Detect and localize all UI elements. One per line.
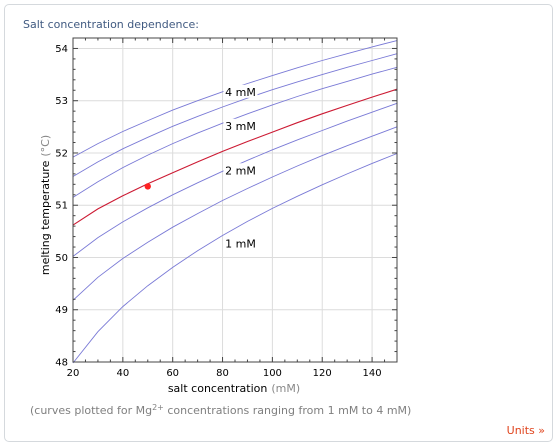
pod-title: Salt concentration dependence: xyxy=(23,18,199,31)
y-axis-unit: (°C) xyxy=(39,135,52,157)
y-tick-label: 51 xyxy=(55,201,68,212)
series-line-5 xyxy=(72,66,398,198)
y-tick-label: 52 xyxy=(55,148,68,159)
curve-label-bg xyxy=(223,118,258,132)
x-tick-label: 60 xyxy=(166,368,179,379)
y-tick-label: 49 xyxy=(55,305,68,316)
series-line-6 xyxy=(72,53,398,177)
current-condition-point xyxy=(144,183,151,190)
units-link[interactable]: Units » xyxy=(506,424,545,437)
x-tick-label: 120 xyxy=(313,368,332,379)
curve-label-bg xyxy=(223,236,258,250)
x-tick-label: 140 xyxy=(363,368,382,379)
chart-curves xyxy=(72,40,398,364)
curve-label: 2 mM xyxy=(225,164,256,177)
y-axis-title: melting temperature (°C) xyxy=(39,135,52,275)
x-tick-label: 100 xyxy=(263,368,282,379)
y-tick-label: 48 xyxy=(55,358,68,369)
chart-ticks: 20 40 60 80 100 120 140 48 49 50 51 52 53 54 xyxy=(55,38,397,379)
series-line-2 xyxy=(72,126,398,301)
x-axis-unit: (mM) xyxy=(271,382,300,395)
y-tick-label: 54 xyxy=(55,44,68,55)
x-tick-label: 20 xyxy=(67,368,80,379)
curve-label-bg xyxy=(223,163,258,177)
curve-label-bg xyxy=(223,84,258,98)
series-line-1 xyxy=(72,153,398,364)
y-tick-label: 50 xyxy=(55,253,68,264)
x-tick-label: 40 xyxy=(116,368,129,379)
curve-label: 1 mM xyxy=(225,237,256,250)
series-line-4 xyxy=(72,88,398,226)
salt-concentration-chart: 20 40 60 80 100 120 140 48 49 50 51 52 53 54 1 mM 2 mM… xyxy=(39,37,398,395)
caption-post: concentrations ranging from 1 mM to 4 mM… xyxy=(163,404,412,417)
x-axis-label: salt concentration xyxy=(168,382,268,395)
caption-pre: (curves plotted for Mg xyxy=(30,404,153,417)
y-tick-label: 53 xyxy=(55,96,68,107)
curve-label: 4 mM xyxy=(225,86,256,99)
chart-caption: (curves plotted for Mg2+ concentrations … xyxy=(30,403,412,417)
caption-sup: 2+ xyxy=(152,403,164,412)
x-tick-label: 80 xyxy=(216,368,229,379)
x-axis-title: salt concentration (mM) xyxy=(168,382,300,395)
curve-label: 3 mM xyxy=(225,120,256,133)
chart-curve-labels: 1 mM 2 mM 3 mM 4 mM xyxy=(144,84,258,250)
y-axis-label: melting temperature xyxy=(39,160,52,275)
